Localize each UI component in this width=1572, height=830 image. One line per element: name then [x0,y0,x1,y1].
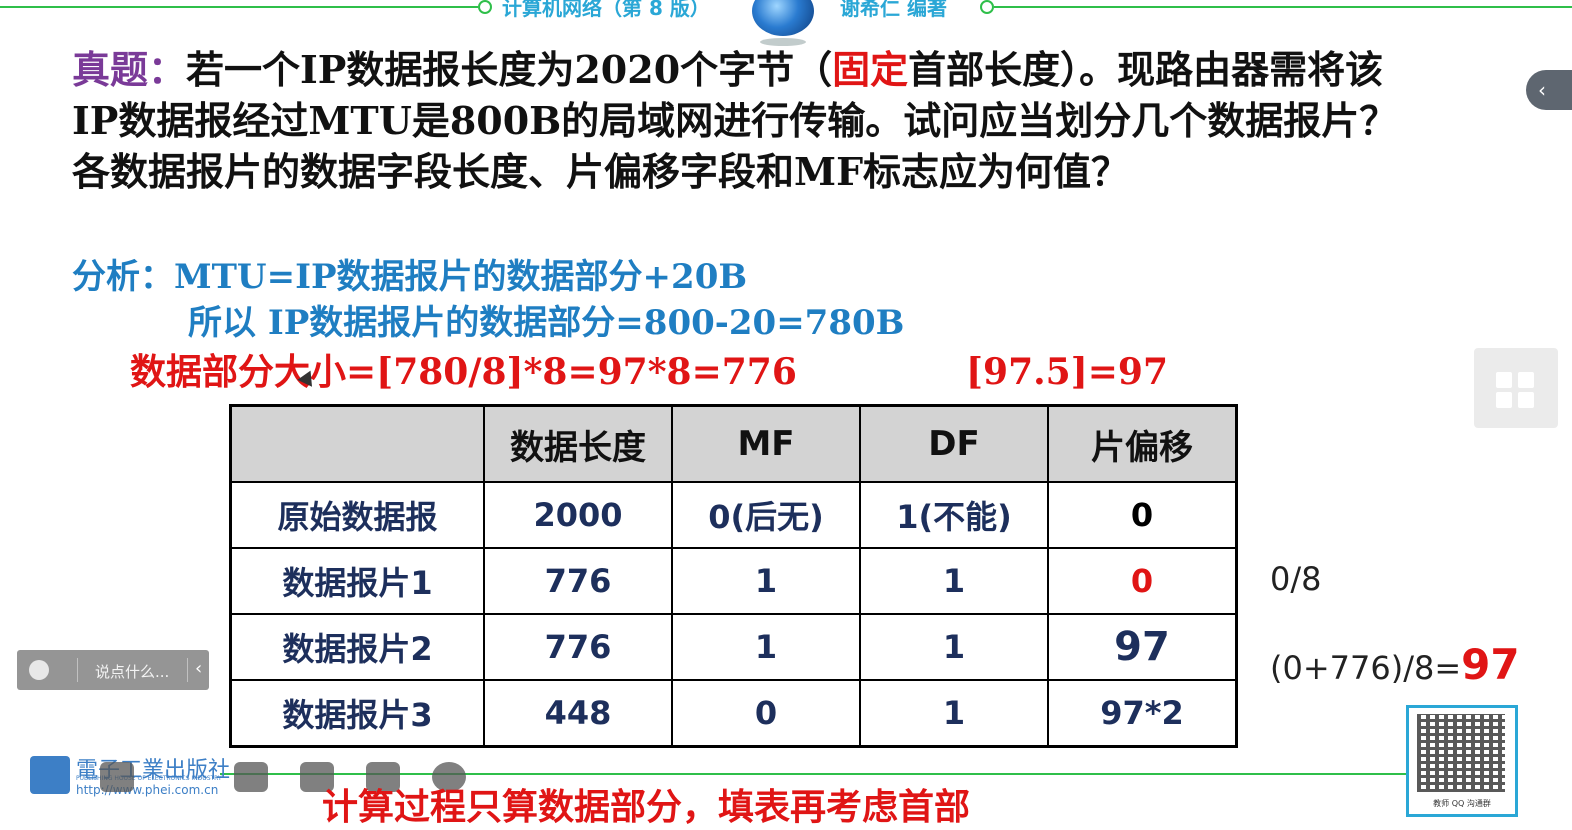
table-cell: 0 [1047,547,1238,615]
table-cell: 原始数据报 [229,481,485,549]
question-text: 真题：若一个IP数据报长度为2020个字节（固定首部长度）。现路由器需将该IP数… [72,44,1412,197]
top-banner: 计算机网络（第 8 版） 谢希仁 编著 [0,0,1572,46]
table-cell: 1(不能) [859,481,1049,549]
side-note-2: (0+776)/8=97 [1270,640,1520,689]
question-part1: 若一个IP数据报长度为2020个字节（ [186,47,833,92]
table-cell: 448 [483,679,673,748]
side-note-2-prefix: (0+776)/8= [1270,649,1462,687]
calc-floor: [97.5]=97 [966,351,1169,393]
table-cell: 97 [1047,613,1238,681]
screen-share-icon[interactable] [366,762,400,792]
table-cell: 0(后无) [671,481,861,549]
video-control-icon[interactable] [100,762,134,792]
chat-separator [77,658,78,682]
table-row: 数据报片2 776 1 1 97 [229,613,1238,681]
table-header-cell [229,404,485,483]
more-options-icon[interactable] [432,762,466,792]
qr-code-icon [1417,714,1505,792]
grid-icon [1496,372,1512,388]
qr-caption: 教师 QQ 沟通群 [1433,799,1491,808]
table-header-cell: 片偏移 [1047,404,1238,483]
panel-toggle-button[interactable] [1474,348,1558,428]
table-cell: 0 [1047,481,1238,549]
publisher-emblem-icon [30,756,70,794]
analysis-line-2: 所以 IP数据报片的数据部分=800-20=780B [188,303,905,343]
qr-code: 教师 QQ 沟通群 [1406,705,1518,817]
footer-line [220,773,1412,775]
fragment-table: 数据长度 MF DF 片偏移 原始数据报 2000 0(后无) 1(不能) 0 … [229,404,1238,748]
screenshot-icon[interactable] [234,762,268,792]
chat-input[interactable]: 说点什么... [95,663,170,681]
banner-line-right [994,6,1572,8]
grid-icon [1518,372,1534,388]
table-header-cell: MF [671,404,861,483]
question-part2: 首部长度）。现路由器需将该IP数据报经过MTU是800B的局域网进行传输。试问应… [72,47,1398,194]
banner-dot-left [478,0,492,14]
side-note-2-value: 97 [1461,640,1520,689]
table-row: 原始数据报 2000 0(后无) 1(不能) 0 [229,481,1238,549]
publisher-name-en: PUBLISHING HOUSE OF ELECTRONICS INDUSTRY [76,775,222,782]
table-cell: 1 [859,679,1049,748]
chat-separator [187,658,188,682]
chat-collapse-icon[interactable]: ‹ [195,658,203,679]
camera-icon[interactable] [300,762,334,792]
table-cell: 0 [671,679,861,748]
table-header-cell: 数据长度 [483,404,673,483]
side-note-1: 0/8 [1270,560,1322,598]
table-cell: 数据报片3 [229,679,485,748]
table-cell: 数据报片1 [229,547,485,615]
table-cell: 776 [483,547,673,615]
globe-icon [752,0,814,36]
table-cell: 2000 [483,481,673,549]
question-label: 真题： [72,47,187,92]
table-cell: 数据报片2 [229,613,485,681]
banner-line-left [0,6,478,8]
grid-icon [1518,392,1534,408]
table-row: 数据报片1 776 1 1 0 [229,547,1238,615]
author: 谢希仁 编著 [840,0,947,20]
table-header-cell: DF [859,404,1049,483]
table-cell: 1 [859,547,1049,615]
table-cell: 1 [671,547,861,615]
banner-dot-right [980,0,994,14]
question-highlight: 固定 [832,47,909,92]
table-row: 数据报片3 448 0 1 97*2 [229,679,1238,748]
table-cell: 97*2 [1047,679,1238,748]
table-header-row: 数据长度 MF DF 片偏移 [229,404,1238,483]
chat-input-bar[interactable]: 说点什么... ‹ [17,650,209,690]
grid-icon [1496,392,1512,408]
sidebar-collapse-button[interactable]: ‹ [1526,70,1572,110]
table-cell: 1 [859,613,1049,681]
calc-line: 数据部分大小=[780/8]*8=97*8=776 [130,351,797,393]
footnote: 计算过程只算数据部分，填表再考虑首部 [322,786,971,828]
publisher-url: http://www.phei.com.cn [76,783,219,797]
analysis-line-1: 分析：MTU=IP数据报片的数据部分+20B [72,257,748,297]
emoji-icon[interactable] [29,660,49,680]
book-title: 计算机网络（第 8 版） [502,0,710,20]
globe-shadow [760,38,806,46]
table-cell: 1 [671,613,861,681]
table-cell: 776 [483,613,673,681]
